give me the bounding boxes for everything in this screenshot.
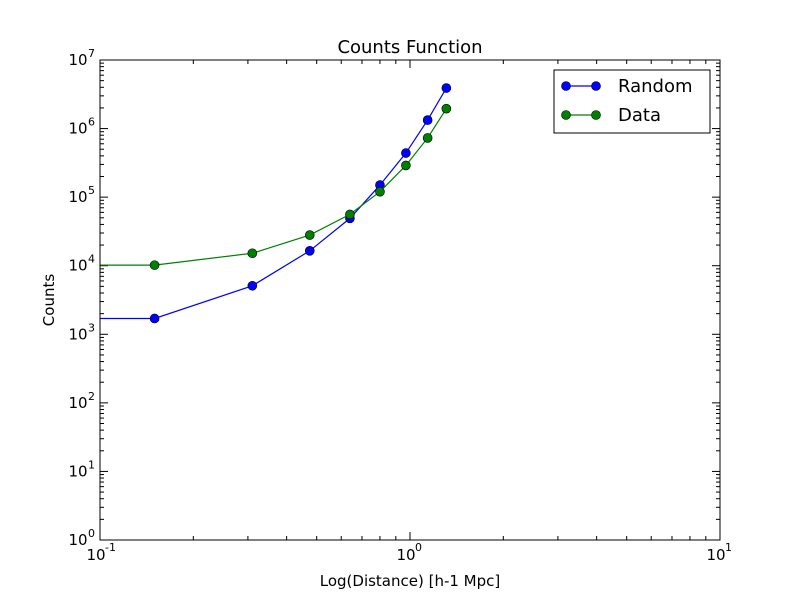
data-point bbox=[441, 103, 452, 114]
legend-item: Random bbox=[561, 76, 693, 97]
data-point bbox=[304, 246, 315, 256]
y-tick-exponent: 7 bbox=[88, 47, 95, 60]
data-point bbox=[247, 248, 258, 259]
y-tick-label: 10 bbox=[68, 462, 87, 480]
legend-marker bbox=[591, 81, 601, 91]
x-tick-label: 10 bbox=[706, 546, 725, 564]
x-tick-label: 10 bbox=[86, 546, 105, 564]
x-tick-label: 10 bbox=[396, 546, 415, 564]
x-tick-exponent: 0 bbox=[415, 541, 422, 554]
y-tick-label: 10 bbox=[68, 531, 87, 549]
data-point bbox=[422, 133, 433, 143]
data-point bbox=[304, 230, 315, 240]
y-tick-label: 10 bbox=[68, 120, 87, 138]
plot-frame bbox=[99, 59, 721, 541]
data-point bbox=[149, 313, 160, 324]
x-tick-exponent: 1 bbox=[725, 541, 732, 554]
legend-marker bbox=[591, 110, 601, 120]
legend-item: Data bbox=[561, 105, 661, 126]
y-axis-label: Counts bbox=[40, 274, 58, 327]
y-tick-label: 10 bbox=[68, 325, 87, 343]
legend-label: Random bbox=[618, 76, 693, 97]
y-tick-label: 10 bbox=[68, 51, 87, 69]
legend-box bbox=[553, 69, 711, 134]
legend-marker bbox=[561, 110, 571, 120]
y-tick-label: 10 bbox=[68, 188, 87, 206]
data-point bbox=[422, 115, 433, 125]
data-point bbox=[401, 160, 411, 171]
y-tick-exponent: 6 bbox=[88, 116, 95, 129]
chart-title: Counts Function bbox=[337, 37, 482, 58]
y-tick-label: 10 bbox=[68, 257, 87, 275]
data-point bbox=[345, 209, 355, 220]
legend-label: Data bbox=[618, 105, 661, 126]
data-point bbox=[441, 83, 452, 93]
data-point bbox=[401, 148, 411, 158]
y-tick-exponent: 4 bbox=[88, 253, 95, 266]
data-point bbox=[375, 186, 385, 197]
y-tick-exponent: 3 bbox=[88, 321, 95, 334]
y-tick-exponent: 1 bbox=[88, 458, 95, 471]
x-axis-label: Log(Distance) [h-1 Mpc] bbox=[320, 572, 501, 590]
data-point bbox=[149, 260, 160, 270]
series-layer bbox=[100, 83, 452, 324]
series-data bbox=[100, 103, 452, 270]
x-tick-exponent: -1 bbox=[105, 541, 116, 554]
legend: Random Data bbox=[553, 69, 711, 134]
legend-marker bbox=[561, 81, 571, 91]
data-point bbox=[247, 280, 258, 291]
axis-ticks: 10 -1 10 0 10 110 010 110 210 310 410 510 610 7 bbox=[68, 47, 732, 564]
y-tick-label: 10 bbox=[68, 394, 87, 412]
y-tick-exponent: 0 bbox=[88, 527, 95, 540]
y-tick-exponent: 5 bbox=[88, 184, 95, 197]
y-tick-exponent: 2 bbox=[88, 390, 95, 403]
